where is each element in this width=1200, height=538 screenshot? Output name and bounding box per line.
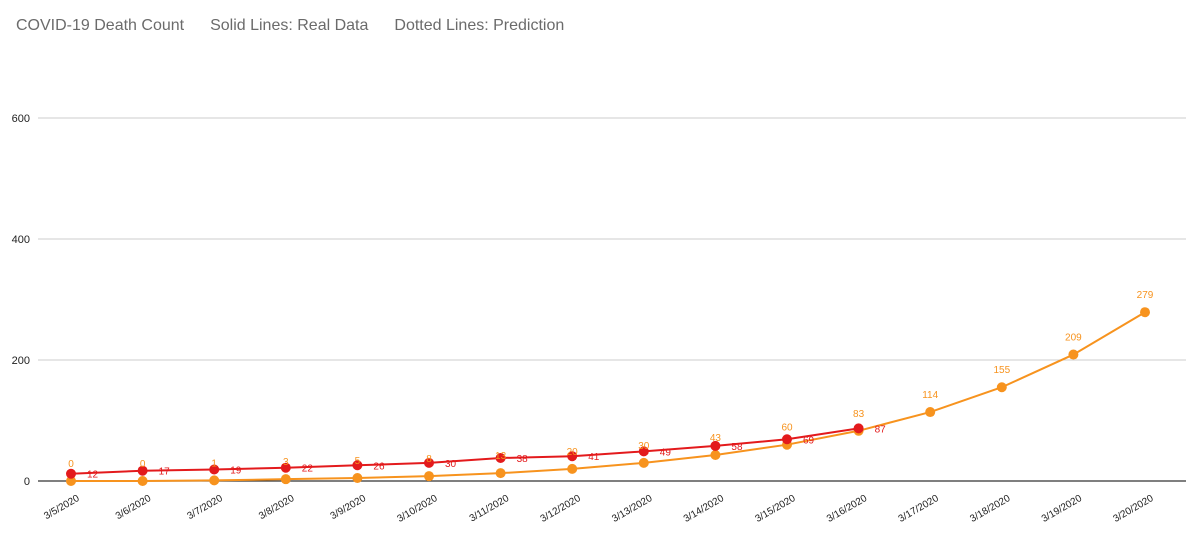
- chart-title: COVID-19 Death Count: [16, 17, 185, 34]
- x-tick-label: 3/7/2020: [185, 493, 225, 522]
- x-tick-label: 3/8/2020: [257, 493, 297, 522]
- prediction-point: [424, 471, 434, 482]
- x-tick-label: 3/13/2020: [610, 493, 654, 525]
- real-data-point: [280, 462, 291, 473]
- real-data-label: 30: [445, 459, 457, 470]
- y-tick-label: 200: [12, 355, 30, 367]
- prediction-point: [1068, 349, 1079, 360]
- prediction-label: 3: [283, 457, 289, 468]
- real-data-label: 38: [517, 454, 529, 465]
- prediction-label: 30: [638, 441, 650, 452]
- prediction-point: [495, 468, 506, 479]
- prediction-label: 155: [993, 365, 1010, 376]
- legend-dotted-lines: Dotted Lines: Prediction: [394, 17, 565, 34]
- real-data-label: 12: [87, 470, 99, 481]
- prediction-point: [996, 382, 1007, 393]
- prediction-point: [137, 476, 148, 486]
- x-tick-label: 3/5/2020: [42, 493, 82, 522]
- x-tick-label: 3/15/2020: [753, 493, 797, 525]
- prediction-label: 43: [710, 433, 722, 444]
- prediction-label: 114: [922, 390, 938, 401]
- real-data-label: 26: [373, 461, 385, 472]
- prediction-label: 1: [211, 458, 217, 469]
- prediction-label: 20: [567, 447, 579, 458]
- prediction-label: 5: [355, 456, 361, 467]
- real-data-point: [567, 451, 578, 462]
- prediction-label: 60: [781, 423, 793, 434]
- y-tick-label: 600: [12, 113, 30, 125]
- real-data-label: 58: [731, 442, 743, 453]
- real-data-label: 22: [302, 464, 314, 475]
- real-data-label: 19: [230, 466, 242, 477]
- prediction-label: 0: [140, 459, 146, 470]
- x-tick-label: 3/16/2020: [825, 493, 869, 525]
- chart-header: COVID-19 Death Count Solid Lines: Real D…: [16, 14, 564, 38]
- prediction-point: [925, 407, 936, 418]
- real-data-label: 17: [159, 467, 171, 478]
- real-data-label: 87: [875, 424, 887, 435]
- real-data-point: [66, 468, 76, 479]
- x-tick-label: 3/20/2020: [1111, 493, 1155, 525]
- x-tick-label: 3/17/2020: [897, 493, 941, 525]
- real-data-point: [137, 465, 148, 476]
- x-tick-label: 3/10/2020: [395, 493, 439, 525]
- x-tick-label: 3/19/2020: [1040, 493, 1084, 525]
- prediction-point: [710, 449, 721, 460]
- real-data-point: [638, 446, 649, 457]
- x-tick-label: 3/18/2020: [968, 493, 1012, 525]
- real-data-point: [495, 453, 506, 464]
- prediction-point: [1140, 307, 1150, 318]
- real-data-point: [853, 423, 864, 434]
- prediction-point: [66, 476, 76, 486]
- prediction-point: [352, 472, 363, 483]
- prediction-line: [71, 311, 1146, 482]
- real-data-line: [70, 427, 859, 475]
- prediction-label: 0: [68, 459, 74, 470]
- real-data-point: [710, 440, 721, 451]
- x-tick-label: 3/11/2020: [468, 493, 512, 525]
- real-data-label: 41: [588, 452, 600, 463]
- real-data-point: [209, 464, 220, 475]
- prediction-label: 13: [495, 451, 507, 462]
- prediction-point: [638, 457, 649, 468]
- prediction-point: [567, 463, 578, 474]
- x-tick-label: 3/9/2020: [329, 493, 369, 522]
- real-data-point: [782, 434, 792, 445]
- prediction-point: [280, 474, 291, 485]
- y-tick-label: 400: [12, 234, 30, 246]
- real-data-label: 69: [803, 435, 815, 446]
- real-data-point: [424, 457, 434, 468]
- real-data-label: 49: [660, 447, 672, 458]
- x-tick-label: 3/6/2020: [114, 493, 154, 522]
- y-tick-label: 0: [24, 476, 30, 488]
- prediction-label: 83: [853, 409, 865, 420]
- prediction-label: 8: [426, 454, 432, 465]
- x-tick-label: 3/14/2020: [682, 493, 726, 525]
- prediction-label: 279: [1137, 290, 1154, 301]
- x-tick-label: 3/12/2020: [539, 493, 583, 525]
- real-data-point: [352, 460, 363, 471]
- legend-solid-lines: Solid Lines: Real Data: [210, 17, 369, 34]
- prediction-point: [209, 475, 220, 486]
- prediction-label: 209: [1065, 333, 1082, 344]
